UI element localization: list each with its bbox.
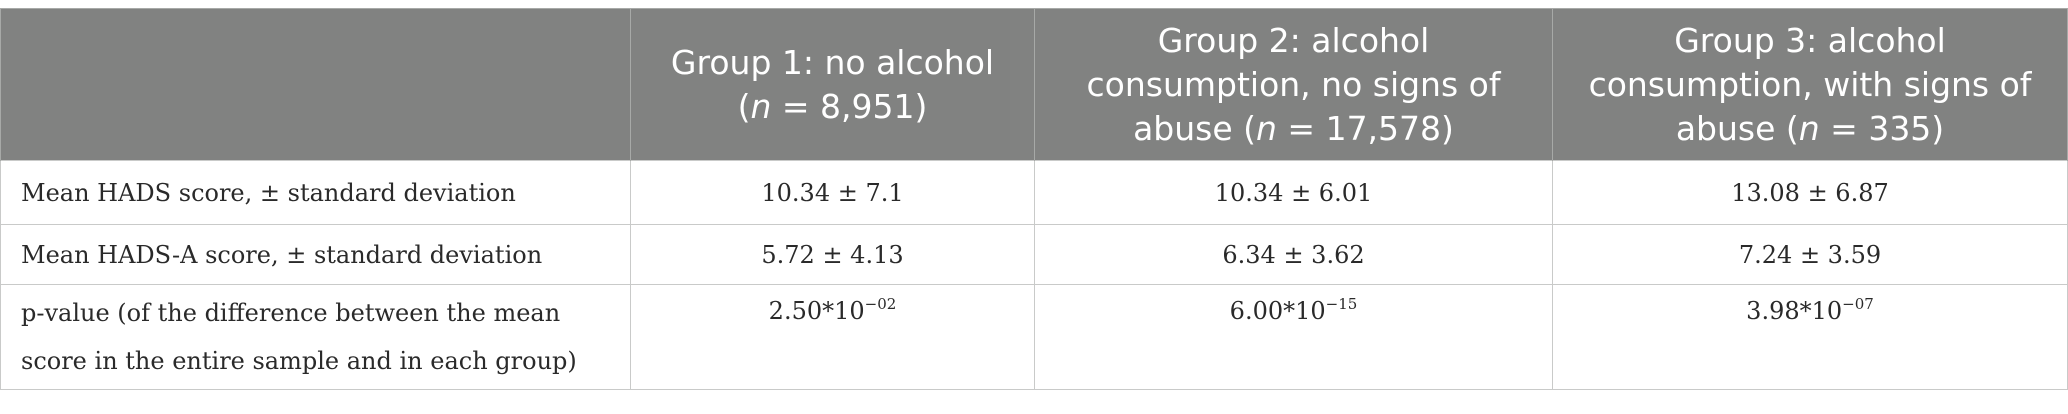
table-row-hads-a: Mean HADS-A score, ± standard deviation …	[0, 224, 2068, 285]
header-group-3-n-symbol: n	[1798, 108, 1820, 148]
header-group-2-n-value: = 17,578)	[1276, 108, 1454, 148]
p-value-group-1-base: 2.50*10	[768, 297, 865, 325]
cell-hads-a-group-3: 7.24 ± 3.59	[1552, 224, 2068, 285]
cell-p-value-group-1: 2.50*10−02	[630, 284, 1035, 390]
header-group-1-n-symbol: n	[750, 86, 772, 126]
header-row: Group 1: no alcohol (n = 8,951) Group 2: …	[0, 8, 2068, 161]
results-table: Group 1: no alcohol (n = 8,951) Group 2: …	[0, 8, 2068, 390]
table-row-hads: Mean HADS score, ± standard deviation 10…	[0, 160, 2068, 225]
p-value-group-3-exponent: −07	[1842, 295, 1874, 313]
cell-hads-group-2: 10.34 ± 6.01	[1034, 160, 1553, 225]
header-group-3-title: Group 3: alcohol consumption, with signs…	[1588, 20, 2032, 148]
cell-hads-group-3: 13.08 ± 6.87	[1552, 160, 2068, 225]
header-group-1-n-value: = 8,951)	[771, 86, 928, 126]
header-group-3-n-value: = 335)	[1819, 108, 1945, 148]
cell-p-value-group-2: 6.00*10−15	[1034, 284, 1553, 390]
cell-hads-group-1: 10.34 ± 7.1	[630, 160, 1035, 225]
cell-hads-a-group-1: 5.72 ± 4.13	[630, 224, 1035, 285]
row-label-hads: Mean HADS score, ± standard deviation	[0, 160, 631, 225]
cell-p-value-group-3: 3.98*10−07	[1552, 284, 2068, 390]
header-corner-cell	[0, 8, 631, 161]
header-group-1: Group 1: no alcohol (n = 8,951)	[630, 8, 1035, 161]
header-group-2-title: Group 2: alcohol consumption, no signs o…	[1086, 20, 1501, 148]
row-label-hads-a: Mean HADS-A score, ± standard deviation	[0, 224, 631, 285]
header-group-1-title: Group 1: no alcohol	[670, 42, 995, 82]
p-value-group-3-base: 3.98*10	[1746, 297, 1843, 325]
header-group-2: Group 2: alcohol consumption, no signs o…	[1034, 8, 1553, 161]
row-label-p-value: p-value (of the difference between the m…	[0, 284, 631, 390]
results-table-container: Group 1: no alcohol (n = 8,951) Group 2: …	[0, 8, 2068, 390]
header-group-2-n-symbol: n	[1256, 108, 1277, 148]
header-group-3: Group 3: alcohol consumption, with signs…	[1552, 8, 2068, 161]
p-value-group-1-exponent: −02	[864, 295, 897, 313]
p-value-group-2-exponent: −15	[1325, 295, 1358, 313]
table-row-p-value: p-value (of the difference between the m…	[0, 284, 2068, 390]
header-group-1-n-open: (	[737, 86, 751, 126]
p-value-group-2-base: 6.00*10	[1229, 297, 1326, 325]
cell-hads-a-group-2: 6.34 ± 3.62	[1034, 224, 1553, 285]
